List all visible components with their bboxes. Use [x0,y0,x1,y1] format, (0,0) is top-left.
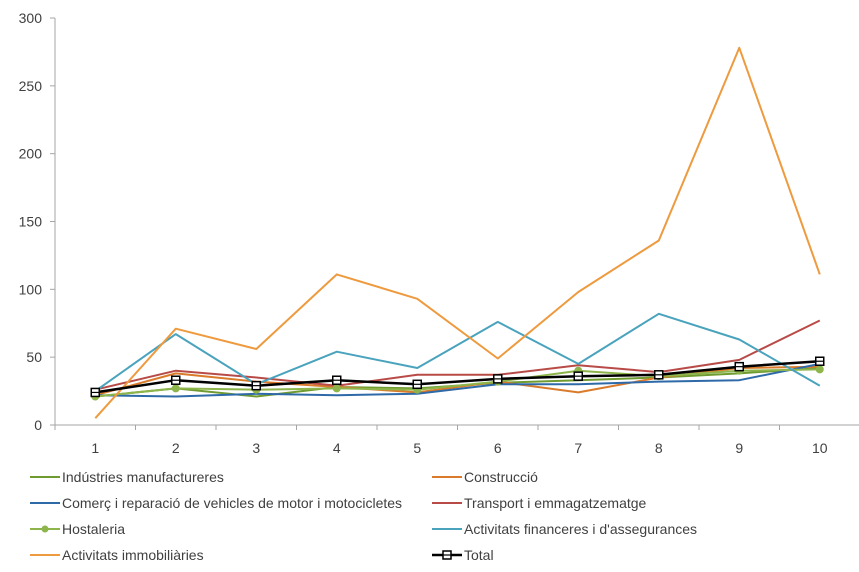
series-2 [95,362,820,398]
x-tick-label: 4 [333,440,341,456]
series-line [94,46,821,419]
legend-item-1: Construcció [432,469,538,485]
legend-item-5: Activitats financeres i d'assegurances [432,521,697,537]
legend-marker [41,525,49,533]
x-tick-label: 1 [91,440,99,456]
x-tick-label: 9 [735,440,743,456]
series-line [95,319,821,391]
series-layer [90,46,825,419]
legend-label: Transport i emmagatzematge [464,495,647,511]
series-7 [90,356,825,398]
legend-item-7: Total [432,547,494,563]
series-line [95,359,820,394]
x-tick-label: 7 [574,440,582,456]
legend-item-3: Transport i emmagatzematge [432,495,647,511]
series-line [94,312,821,392]
y-tick-label: 150 [19,214,43,230]
y-tick-label: 100 [19,281,43,297]
legend-item-0: Indústries manufactureres [30,469,224,485]
y-tick-label: 200 [19,146,43,162]
series-line [95,368,820,398]
data-point [171,384,180,393]
y-tick-label: 300 [19,10,43,26]
legend-label: Activitats financeres i d'assegurances [464,521,697,537]
series-6 [94,46,821,419]
y-tick-label: 0 [34,417,42,433]
y-tick-label: 250 [19,78,43,94]
legend-label: Activitats immobiliàries [62,547,204,563]
legend-item-2: Comerç i reparació de vehicles de motor … [30,495,402,511]
legend-item-6: Activitats immobiliàries [30,547,204,563]
series-line [95,362,820,398]
x-tick-label: 3 [252,440,260,456]
series-3 [95,319,821,391]
legend-label: Construcció [464,469,538,485]
x-tick-label: 8 [655,440,663,456]
y-tick-label: 50 [26,349,42,365]
legend-item-4: Hostaleria [30,521,125,537]
x-tick-label: 6 [494,440,502,456]
legend: Indústries manufactureres Construcció Come… [30,469,697,563]
series-5 [94,312,821,392]
x-tick-label: 5 [413,440,421,456]
legend-label: Hostaleria [62,521,125,537]
data-point [815,365,824,374]
legend-label: Comerç i reparació de vehicles de motor … [62,495,402,511]
x-tick-label: 2 [172,440,180,456]
axes: 0 50 100 150 200 250 300 1 2 3 4 5 6 7 8 9 10 [19,10,859,456]
x-tick-label: 10 [812,440,828,456]
legend-label: Indústries manufactureres [62,469,224,485]
legend-label: Total [464,547,494,563]
data-point [332,384,341,393]
